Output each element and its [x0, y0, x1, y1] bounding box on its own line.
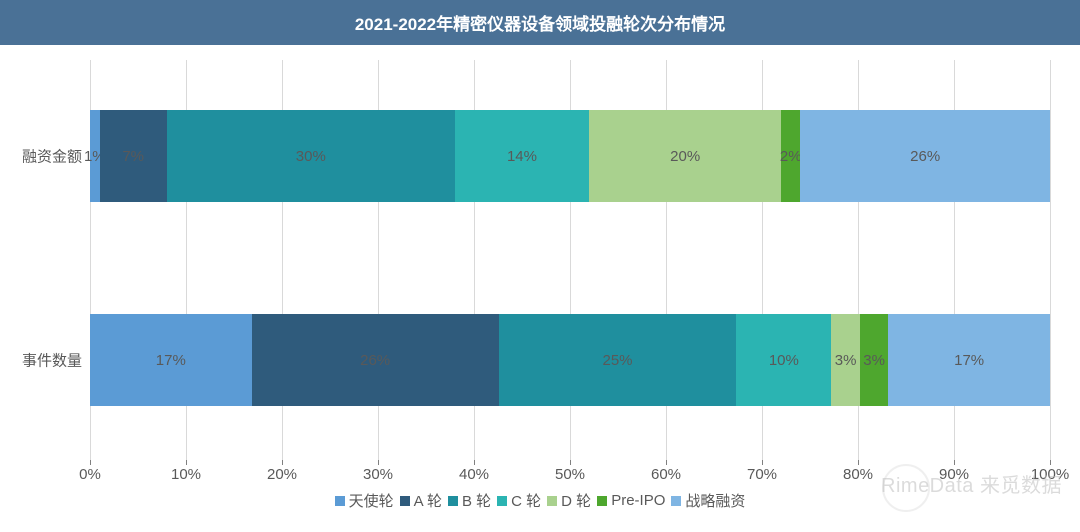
bar-segment-b: 25% [499, 314, 737, 406]
x-tick-label: 70% [747, 466, 777, 483]
x-tick-label: 10% [171, 466, 201, 483]
x-tick-label: 80% [843, 466, 873, 483]
x-tick-label: 30% [363, 466, 393, 483]
x-tick-label: 0% [79, 466, 101, 483]
bar-segment-angel: 17% [90, 314, 252, 406]
bar-segment-d: 3% [831, 314, 860, 406]
bar-segment-preipo: 3% [860, 314, 889, 406]
bar-row: 事件数量17%26%25%10%3%3%17% [90, 314, 1050, 406]
bar-segment-angel: 1% [90, 110, 100, 202]
legend-label: Pre-IPO [611, 492, 665, 509]
y-axis-label: 事件数量 [22, 350, 82, 371]
legend-swatch [448, 496, 458, 506]
x-tick-label: 40% [459, 466, 489, 483]
bar-segment-strategic: 17% [888, 314, 1050, 406]
x-tick-label: 60% [651, 466, 681, 483]
legend-swatch [335, 496, 345, 506]
bar-segment-a: 7% [100, 110, 167, 202]
legend-swatch [497, 496, 507, 506]
watermark-text: RimeData 来觅数据 [881, 469, 1062, 498]
plot-area: 融资金额1%7%30%14%20%2%26% 事件数量17%26%25%10%3%… [90, 60, 1050, 460]
legend-item-preipo: Pre-IPO [597, 492, 665, 509]
x-tick-label: 50% [555, 466, 585, 483]
legend-label: 战略融资 [685, 490, 745, 511]
legend-swatch [671, 496, 681, 506]
gridline [1050, 60, 1051, 460]
legend-item-angel: 天使轮 [335, 490, 394, 511]
bar-segment-strategic: 26% [800, 110, 1050, 202]
chart-title: 2021-2022年精密仪器设备领域投融轮次分布情况 [0, 0, 1080, 45]
bar-segment-a: 26% [252, 314, 499, 406]
x-tick-label: 20% [267, 466, 297, 483]
legend-swatch [597, 496, 607, 506]
bar-segment-b: 30% [167, 110, 455, 202]
legend-item-strategic: 战略融资 [671, 490, 745, 511]
legend-item-d: D 轮 [547, 490, 591, 511]
legend-label: B 轮 [462, 490, 491, 511]
legend-item-a: A 轮 [400, 490, 442, 511]
legend-label: A 轮 [414, 490, 442, 511]
legend-label: 天使轮 [349, 490, 394, 511]
legend-swatch [547, 496, 557, 506]
bar-row: 融资金额1%7%30%14%20%2%26% [90, 110, 1050, 202]
bar-segment-c: 14% [455, 110, 589, 202]
y-axis-label: 融资金额 [22, 146, 82, 167]
bar-segment-preipo: 2% [781, 110, 800, 202]
bar-segment-c: 10% [736, 314, 831, 406]
legend-item-b: B 轮 [448, 490, 491, 511]
legend-label: D 轮 [561, 490, 591, 511]
bar-segment-d: 20% [589, 110, 781, 202]
legend-label: C 轮 [511, 490, 541, 511]
legend-item-c: C 轮 [497, 490, 541, 511]
legend-swatch [400, 496, 410, 506]
